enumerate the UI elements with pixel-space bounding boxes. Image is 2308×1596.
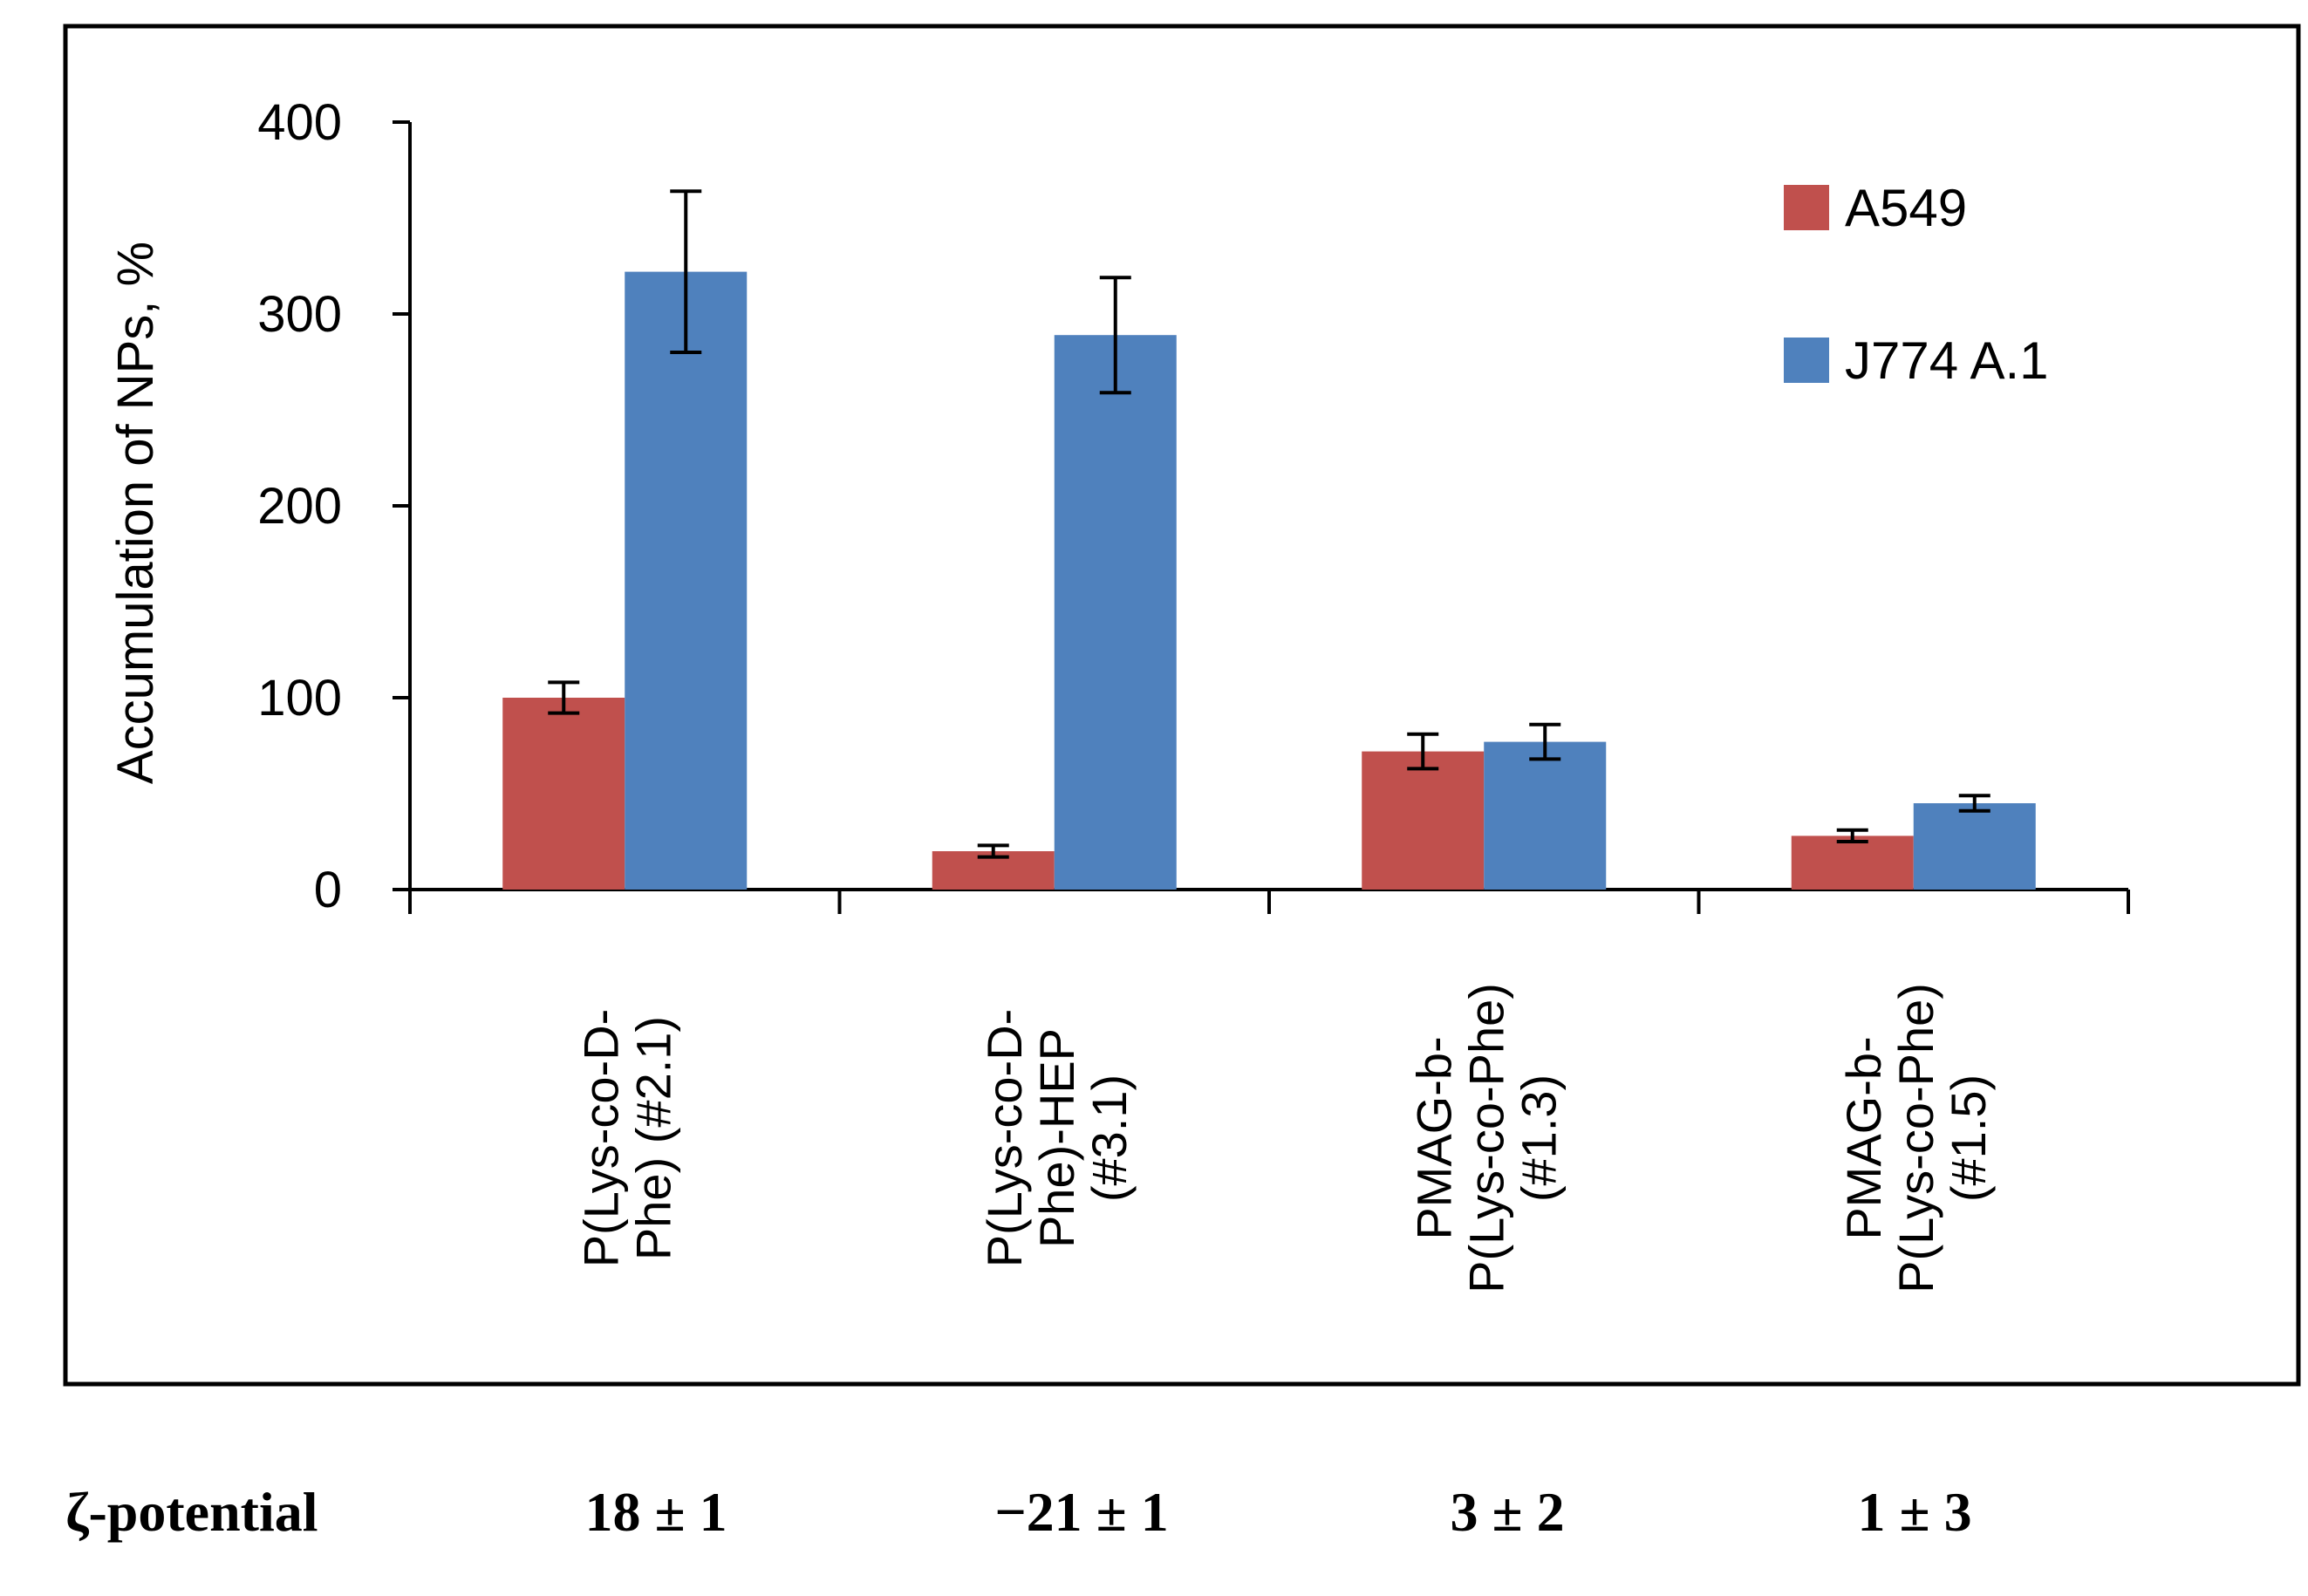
x-category-label: P(Lys-co-Phe) <box>1888 983 1943 1293</box>
bar-j774-a-1 <box>1484 741 1607 890</box>
zeta-value: 1 ± 3 <box>1857 1481 1971 1543</box>
y-tick-label: 200 <box>257 478 342 535</box>
x-category-label: P(Lys-co-D- <box>573 1009 628 1268</box>
x-category-label: PMAG-b- <box>1406 1036 1461 1239</box>
x-category-label: (#1.3) <box>1511 1074 1566 1202</box>
x-category-label: P(Lys-co-Phe) <box>1458 983 1513 1293</box>
bar-a549 <box>502 698 625 890</box>
y-tick-label: 0 <box>314 862 342 918</box>
bar-j774-a-1 <box>1054 335 1177 890</box>
zeta-value: 3 ± 2 <box>1450 1481 1564 1543</box>
bar-a549 <box>1362 751 1485 890</box>
x-category-label: Phe) (#2.1) <box>625 1016 680 1260</box>
legend-label: A549 <box>1845 179 1967 237</box>
legend-swatch <box>1784 185 1829 230</box>
y-tick-label: 100 <box>257 670 342 726</box>
zeta-value: 18 ± 1 <box>584 1481 727 1543</box>
chart-frame <box>63 24 2301 1387</box>
y-axis-title: Accumulation of NPs, % <box>107 242 164 784</box>
x-category-label: P(Lys-co-D- <box>977 1009 1032 1268</box>
x-category-label: Phe)-HEP <box>1029 1028 1084 1248</box>
bar-a549 <box>1791 836 1914 890</box>
zeta-label: ζ-potential <box>65 1481 318 1543</box>
x-category-label: (#3.1) <box>1082 1074 1137 1202</box>
bar-j774-a-1 <box>1913 803 2036 890</box>
legend-label: J774 A.1 <box>1845 331 2049 390</box>
zeta-value: −21 ± 1 <box>994 1481 1169 1543</box>
bar-j774-a-1 <box>625 271 748 890</box>
x-category-label: (#1.5) <box>1941 1074 1996 1202</box>
y-tick-label: 400 <box>257 94 342 151</box>
legend-swatch <box>1784 338 1829 383</box>
x-category-label: PMAG-b- <box>1836 1036 1891 1239</box>
y-tick-label: 300 <box>257 286 342 343</box>
